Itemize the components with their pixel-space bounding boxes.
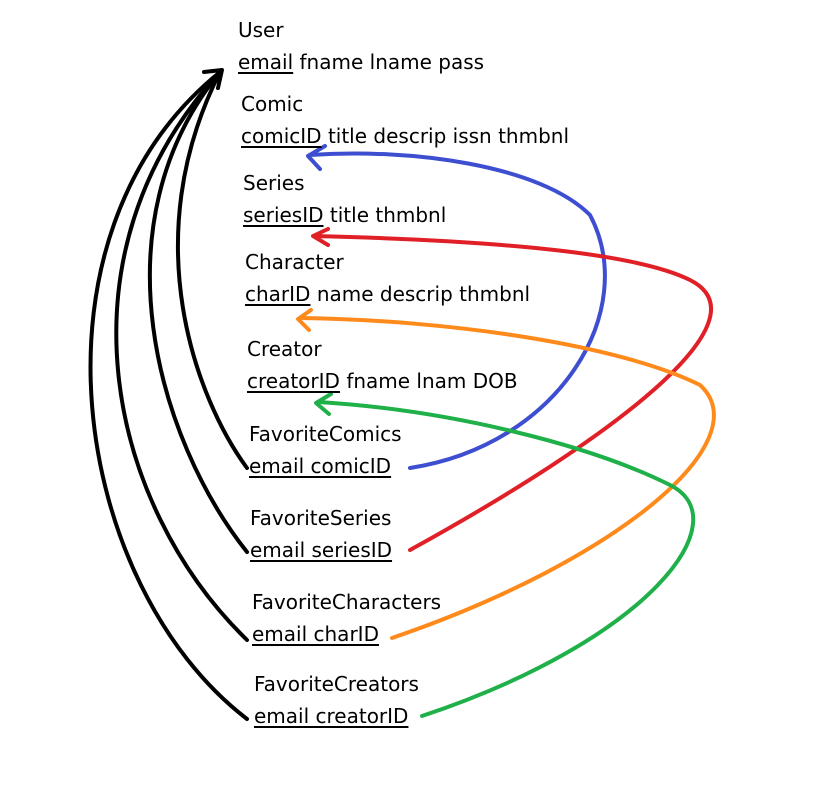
entity-favorite-characters: FavoriteCharacters email charID bbox=[252, 586, 441, 650]
entity-comic-name: Comic bbox=[241, 92, 304, 116]
entity-favorite-series-name: FavoriteSeries bbox=[250, 506, 392, 530]
entity-creator-name: Creator bbox=[247, 337, 322, 361]
entity-favorite-series-fields: email seriesID bbox=[250, 538, 393, 562]
entity-series-primary-key: seriesID bbox=[243, 203, 324, 227]
entity-favorite-creators-fields: email creatorID bbox=[254, 704, 409, 728]
entity-series-other-fields: title thmbnl bbox=[329, 203, 447, 227]
entity-favorite-comics-fields: email comicID bbox=[249, 454, 392, 478]
entity-favorite-characters-name: FavoriteCharacters bbox=[252, 590, 442, 614]
entity-creator-other-fields: fname lnam DOB bbox=[346, 369, 518, 393]
entity-creator-fields: creatorID fname lnam DOB bbox=[247, 365, 518, 397]
entity-creator-primary-key: creatorID bbox=[247, 369, 340, 393]
entity-favorite-series: FavoriteSeries email seriesID bbox=[250, 502, 392, 566]
entity-user-primary-key: email bbox=[238, 50, 294, 74]
arrowhead-user bbox=[202, 68, 224, 90]
entity-user-name: User bbox=[238, 18, 284, 42]
arrowhead-creator bbox=[314, 392, 333, 416]
entity-user-other-fields: fname lname pass bbox=[299, 50, 485, 74]
entity-comic-other-fields: title descrip issn thmbnl bbox=[327, 124, 570, 148]
entity-character-fields: charID name descrip thmbnl bbox=[245, 278, 530, 310]
entity-favorite-comics: FavoriteComics email comicID bbox=[249, 418, 402, 482]
arrowhead-character bbox=[296, 308, 313, 332]
entity-favorite-creators-name: FavoriteCreators bbox=[254, 672, 419, 696]
entity-character: Character charID name descrip thmbnl bbox=[245, 246, 530, 310]
entity-comic-primary-key: comicID bbox=[241, 124, 322, 148]
entity-user: User email fname lname pass bbox=[238, 14, 484, 78]
entity-character-name: Character bbox=[245, 250, 344, 274]
arrow-favoritecharacters-to-user bbox=[114, 70, 249, 642]
entity-creator: Creator creatorID fname lnam DOB bbox=[247, 333, 518, 397]
entity-user-fields: email fname lname pass bbox=[238, 46, 484, 78]
entity-favorite-creators: FavoriteCreators email creatorID bbox=[254, 668, 419, 732]
entity-character-other-fields: name descrip thmbnl bbox=[316, 282, 531, 306]
entity-series-name: Series bbox=[243, 171, 305, 195]
arrowhead-series bbox=[311, 227, 330, 247]
arrow-favoriteseries-to-user bbox=[147, 70, 249, 554]
entity-series-fields: seriesID title thmbnl bbox=[243, 199, 446, 231]
entity-favorite-comics-name: FavoriteComics bbox=[249, 422, 402, 446]
entity-comic: Comic comicID title descrip issn thmbnl bbox=[241, 88, 569, 152]
entity-character-primary-key: charID bbox=[245, 282, 311, 306]
entity-favorite-characters-fields: email charID bbox=[252, 622, 379, 646]
entity-series: Series seriesID title thmbnl bbox=[243, 167, 446, 231]
arrow-favoritecreators-to-user bbox=[88, 70, 249, 721]
arrow-favoritecomics-to-user bbox=[175, 70, 249, 470]
entity-comic-fields: comicID title descrip issn thmbnl bbox=[241, 120, 569, 152]
